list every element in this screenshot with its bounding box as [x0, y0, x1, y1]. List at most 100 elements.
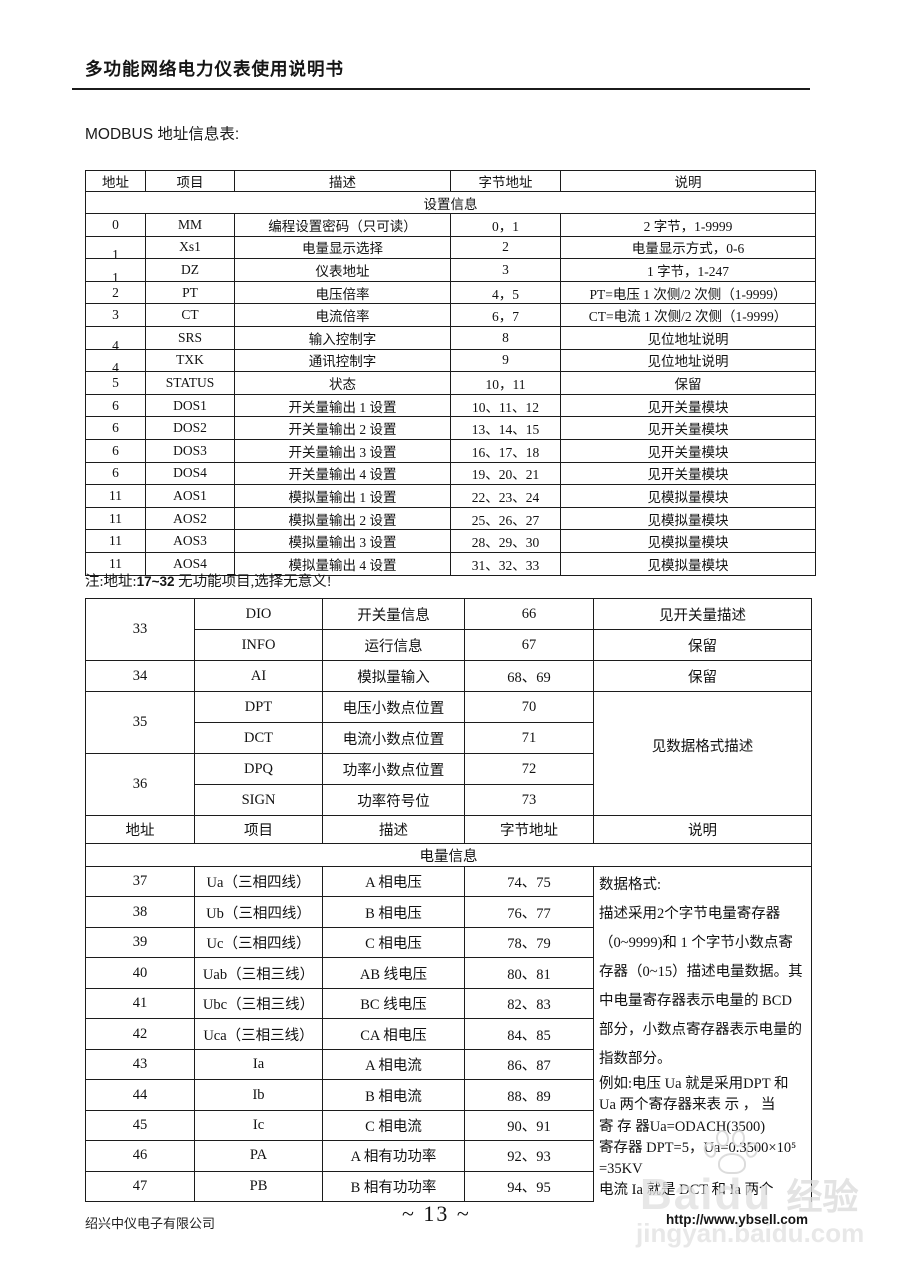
data-format-note-line: Ua 两个寄存器来表 示 ， 当	[599, 1097, 776, 1114]
cell-byte-address: 72	[464, 753, 594, 785]
cell-address: 44	[85, 1079, 195, 1111]
cell-byte-address: 86、87	[464, 1048, 594, 1081]
cell-description: 模拟量输出 4 设置	[234, 551, 451, 576]
cell-item: AOS2	[145, 506, 235, 531]
cell-byte-address: 13、14、15	[450, 416, 561, 440]
cell-description: 电流小数点位置	[322, 722, 465, 754]
cell-description: 功率符号位	[322, 784, 465, 816]
cell-address: 4	[85, 348, 146, 373]
table-row: 0 MM 编程设置密码（只可读） 0，1 2 字节，1-9999	[85, 213, 816, 237]
cell-address: 41	[85, 987, 195, 1020]
cell-address: 37	[85, 865, 195, 898]
table-row: 47 PB B 相有功功率 94、95	[85, 1170, 812, 1203]
cell-byte-address: 0，1	[450, 213, 561, 237]
cell-description: 模拟量输出 2 设置	[234, 506, 451, 531]
cell-item: Ib	[194, 1079, 323, 1111]
cell-item: TXK	[145, 348, 235, 373]
column-header: 说明	[560, 170, 816, 192]
cell-address: 39	[85, 926, 195, 959]
cell-item: MM	[145, 213, 235, 237]
table-row: 11 AOS2 模拟量输出 2 设置 25、26、27 见模拟量模块	[85, 506, 816, 531]
data-format-note-line: 电流 Ia 就是 DCT 和 Ia 两个	[599, 1182, 774, 1199]
data-format-note-line: =35KV	[599, 1161, 643, 1178]
cell-item: Ubc（三相三线）	[194, 987, 323, 1020]
cell-address: 11	[85, 484, 146, 508]
cell-address: 11	[85, 529, 146, 553]
table-row: INFO 运行信息 67 保留	[86, 629, 812, 661]
cell-note: 见位地址说明	[560, 348, 816, 373]
table-row: 37 Ua（三相四线） A 相电压 74、75 数据格式: 描述采用2个字节电量寄存器 （0…	[85, 865, 812, 1202]
cell-byte-address: 67	[464, 629, 594, 661]
footer-page-number: ~ 13 ~	[402, 1201, 471, 1226]
cell-address: 6	[85, 416, 146, 440]
baidu-watermark: Baidu 经验	[640, 1170, 859, 1219]
cell-address: 42	[85, 1018, 195, 1050]
cell-address: 1	[85, 258, 146, 282]
cell-byte-address: 71	[464, 722, 594, 754]
column-header: 描述	[234, 170, 451, 192]
cell-description: 开关量输出 1 设置	[234, 393, 451, 418]
column-header: 说明	[593, 815, 812, 844]
cell-byte-address: 10、11、12	[450, 393, 561, 418]
cell-item: PA	[194, 1140, 323, 1172]
cell-description: A 相电流	[322, 1048, 465, 1081]
cell-item: DOS4	[145, 461, 235, 486]
cell-item: DCT	[194, 722, 323, 754]
cell-description: 电量显示选择	[234, 235, 451, 260]
table-row: 33 DIO 开关量信息 66 见开关量描述	[85, 598, 812, 661]
cell-item: Ua（三相四线）	[194, 865, 323, 898]
cell-byte-address: 19、20、21	[450, 461, 561, 486]
cell-item: DIO	[194, 598, 323, 630]
cell-address: 3	[85, 303, 146, 327]
table-row: 4 TXK 通讯控制字 9 见位地址说明	[85, 348, 816, 373]
table-row: SIGN 功率符号位 73	[86, 784, 812, 816]
cell-item: INFO	[194, 629, 323, 661]
table-row: 1 Xs1 电量显示选择 2 电量显示方式，0-6	[85, 235, 816, 260]
cell-note: 保留	[593, 629, 812, 661]
cell-note: 保留	[593, 660, 812, 692]
column-header: 描述	[322, 815, 465, 844]
cell-byte-address: 94、95	[464, 1170, 594, 1203]
cell-note: 电量显示方式，0-6	[560, 235, 816, 260]
cell-description: 编程设置密码（只可读）	[234, 213, 451, 237]
section-label: 设置信息	[85, 191, 816, 214]
cell-description: 功率小数点位置	[322, 753, 465, 785]
cell-description: 仪表地址	[234, 258, 451, 282]
cell-description: B 相有功功率	[322, 1170, 465, 1203]
cell-item: Xs1	[145, 235, 235, 260]
cell-item: SIGN	[194, 784, 323, 816]
data-format-note-line: 指数部分。	[599, 1051, 672, 1067]
cell-description: 开关量输出 4 设置	[234, 461, 451, 486]
cell-item: AI	[194, 660, 323, 692]
cell-item: STATUS	[145, 371, 235, 395]
column-header: 地址	[85, 815, 195, 844]
cell-description: B 相电压	[322, 896, 465, 928]
data-format-note-line: 例如:电压 Ua 就是采用DPT 和	[599, 1076, 789, 1092]
modbus-table-2: 33 DIO 开关量信息 66 见开关量描述 INFO 运行信息 67 保留 34 AI 模拟量输入 6…	[85, 598, 812, 1203]
cell-byte-address: 9	[450, 348, 561, 373]
cell-item: PB	[194, 1170, 323, 1203]
cell-description: BC 线电压	[322, 987, 465, 1020]
baidu-paw-icon	[701, 1129, 762, 1174]
cell-description: C 相电流	[322, 1109, 465, 1142]
cell-byte-address: 4，5	[450, 280, 561, 305]
cell-note: 见开关量模块	[560, 416, 816, 440]
cell-address: 6	[85, 438, 146, 463]
cell-address: 4	[85, 325, 146, 350]
table-row: 6 DOS1 开关量输出 1 设置 10、11、12 见开关量模块	[85, 393, 816, 418]
cell-note: 见开关量描述	[593, 598, 812, 630]
table-row: 6 DOS4 开关量输出 4 设置 19、20、21 见开关量模块	[85, 461, 816, 486]
section-label: 电量信息	[85, 843, 812, 867]
cell-address: 34	[85, 660, 195, 692]
cell-byte-address: 73	[464, 784, 594, 816]
cell-description: 输入控制字	[234, 325, 451, 350]
cell-note: 见模拟量模块	[560, 529, 816, 553]
cell-description: 状态	[234, 371, 451, 395]
cell-byte-address: 31、32、33	[450, 551, 561, 576]
cell-description: 运行信息	[322, 629, 465, 661]
cell-byte-address: 76、77	[464, 896, 594, 928]
footer-company: 绍兴中仪电子有限公司	[85, 1216, 216, 1231]
table-row: 11 AOS1 模拟量输出 1 设置 22、23、24 见模拟量模块	[85, 484, 816, 508]
cell-item: DZ	[145, 258, 235, 282]
